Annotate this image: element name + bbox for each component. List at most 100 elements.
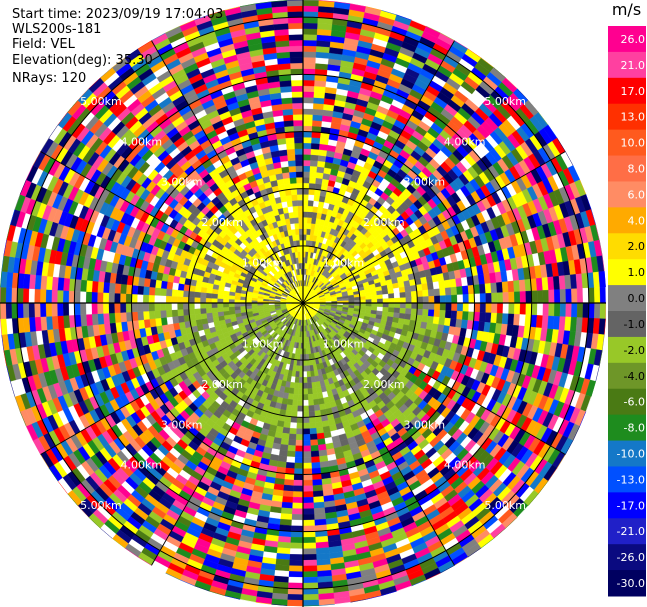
velocity-gate xyxy=(421,315,429,323)
velocity-gate xyxy=(571,288,578,304)
velocity-gate xyxy=(217,293,224,299)
velocity-gate xyxy=(289,554,304,561)
velocity-gate xyxy=(194,291,201,298)
velocity-gate xyxy=(217,302,224,308)
velocity-gate xyxy=(308,188,316,196)
velocity-gate xyxy=(565,302,572,318)
velocity-gate xyxy=(205,297,212,304)
velocity-gate xyxy=(306,222,312,230)
velocity-gate xyxy=(302,468,313,475)
velocity-gate xyxy=(217,307,224,313)
velocity-gate xyxy=(302,554,317,561)
velocity-gate xyxy=(484,283,492,294)
velocity-gate xyxy=(519,291,527,304)
velocity-gate xyxy=(302,536,316,544)
velocity-gate xyxy=(318,449,328,457)
velocity-gate xyxy=(166,281,174,290)
velocity-gate xyxy=(479,283,486,294)
velocity-gate xyxy=(51,302,58,317)
velocity-gate xyxy=(51,276,59,291)
velocity-gate xyxy=(302,445,311,452)
velocity-gate xyxy=(290,525,304,532)
velocity-gate xyxy=(302,462,312,469)
velocity-gate xyxy=(222,298,229,304)
velocity-gate xyxy=(11,287,18,304)
velocity-gate xyxy=(394,302,401,309)
velocity-gate xyxy=(302,588,319,595)
velocity-gate xyxy=(302,525,316,532)
velocity-gate xyxy=(541,277,549,291)
velocity-gate xyxy=(302,119,313,127)
velocity-gate xyxy=(91,291,98,304)
velocity-gate xyxy=(275,553,290,561)
velocity-gate xyxy=(312,120,323,127)
velocity-gate xyxy=(316,553,331,561)
velocity-gate xyxy=(283,479,294,486)
velocity-gate xyxy=(422,302,429,310)
velocity-gate xyxy=(310,370,315,378)
velocity-gate xyxy=(172,282,179,291)
velocity-gate xyxy=(399,297,407,304)
velocity-gate xyxy=(131,302,138,313)
velocity-gate xyxy=(302,39,317,47)
velocity-gate xyxy=(172,315,179,324)
velocity-gate xyxy=(302,571,318,578)
velocity-gate xyxy=(171,309,179,317)
velocity-gate xyxy=(68,290,75,304)
velocity-gate xyxy=(315,57,329,65)
velocity-gate xyxy=(451,302,458,312)
velocity-gate xyxy=(399,292,406,299)
velocity-gate xyxy=(142,286,150,296)
velocity-gate xyxy=(439,295,447,304)
velocity-gate xyxy=(376,290,383,296)
velocity-gate xyxy=(120,312,127,323)
velocity-gate xyxy=(302,97,314,104)
velocity-gate xyxy=(45,316,53,331)
velocity-gate xyxy=(313,404,321,412)
velocity-gate xyxy=(278,449,288,457)
velocity-gate xyxy=(541,315,549,329)
velocity-gate xyxy=(85,291,92,304)
velocity-gate xyxy=(188,296,195,304)
velocity-gate xyxy=(154,287,162,296)
velocity-gate xyxy=(45,289,52,304)
velocity-gate xyxy=(313,513,326,521)
velocity-gate xyxy=(289,427,297,435)
velocity-gate xyxy=(79,291,87,304)
velocity-gate xyxy=(211,293,218,299)
velocity-gate xyxy=(417,302,424,310)
velocity-gate xyxy=(438,317,446,326)
velocity-gate xyxy=(289,548,304,555)
velocity-gate xyxy=(444,317,451,327)
velocity-gate xyxy=(404,313,412,321)
velocity-gate xyxy=(292,399,299,406)
velocity-gate xyxy=(245,305,252,310)
velocity-gate xyxy=(154,302,161,311)
velocity-gate xyxy=(298,382,304,389)
velocity-gate xyxy=(305,348,309,355)
velocity-gate xyxy=(171,295,178,304)
velocity-gate xyxy=(155,279,162,289)
velocity-gate xyxy=(588,287,595,304)
velocity-gate xyxy=(307,382,313,389)
velocity-gate xyxy=(310,154,319,162)
velocity-gate xyxy=(108,282,116,294)
velocity-gate xyxy=(382,302,389,308)
velocity-gate xyxy=(311,137,321,144)
velocity-gate xyxy=(302,137,312,144)
velocity-gate xyxy=(599,286,606,304)
velocity-gate xyxy=(85,313,93,326)
velocity-gate xyxy=(542,302,549,317)
velocity-gate xyxy=(306,371,311,378)
velocity-gate xyxy=(576,288,584,304)
velocity-gate xyxy=(142,294,150,304)
velocity-gate xyxy=(427,289,435,297)
velocity-gate xyxy=(393,307,401,314)
velocity-gate xyxy=(444,279,451,289)
velocity-gate xyxy=(302,5,319,12)
velocity-gate xyxy=(201,318,209,325)
velocity-gate xyxy=(311,381,317,389)
velocity-gate xyxy=(302,582,319,589)
velocity-gate xyxy=(307,393,314,401)
velocity-gate xyxy=(182,290,190,298)
